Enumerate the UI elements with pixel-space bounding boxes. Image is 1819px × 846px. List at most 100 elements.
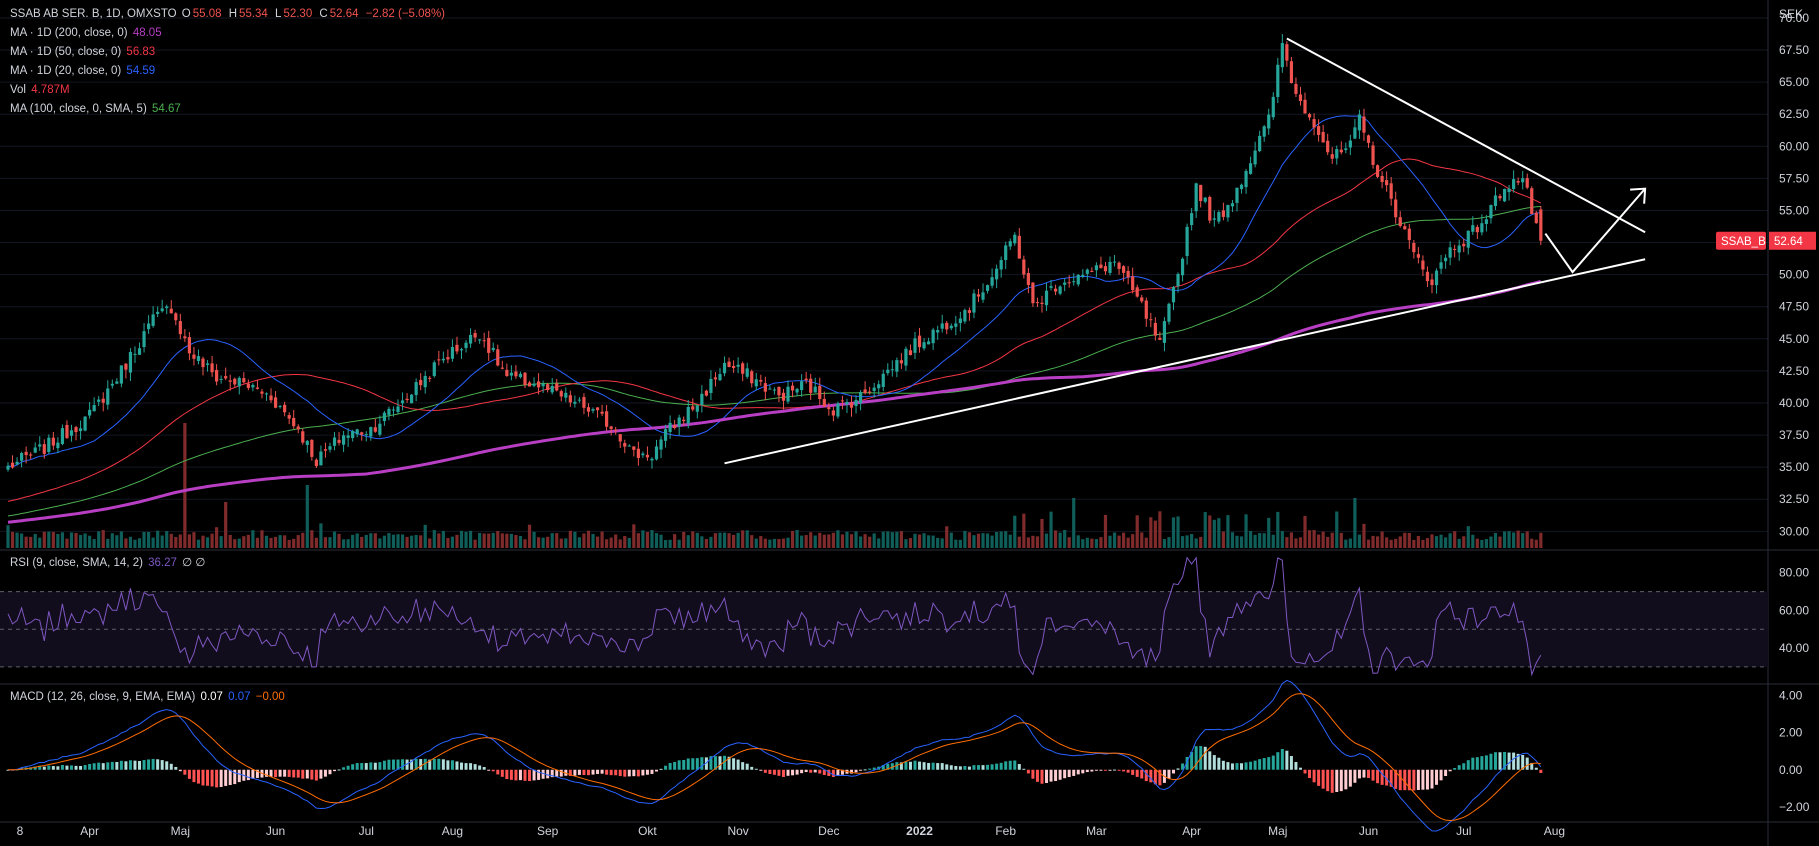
volume-bar — [1194, 538, 1198, 548]
candle-body — [949, 325, 953, 329]
macd-hist-bar — [1171, 769, 1175, 774]
legend-ma50: MA · 1D (50, close, 0) 56.83 — [10, 46, 156, 58]
volume-bar — [963, 530, 967, 548]
volume-bar — [1475, 538, 1479, 548]
volume-bar — [1122, 532, 1126, 548]
volume-bar — [1307, 530, 1312, 548]
candle-body — [1471, 225, 1475, 232]
volume-bar — [1416, 535, 1420, 548]
candle-body — [745, 368, 749, 377]
macd-hist-bar — [1017, 764, 1021, 770]
macd-hist-bar — [1448, 769, 1452, 772]
macd-hist-bar — [1076, 769, 1080, 775]
volume-bar — [641, 530, 645, 548]
macd-hist-bar — [1126, 769, 1130, 773]
macd-hist-bar — [854, 769, 858, 773]
candle-body — [1063, 282, 1067, 285]
candle-body — [618, 434, 622, 442]
volume-bar — [133, 539, 137, 548]
candle-body — [1385, 180, 1389, 186]
candle-body — [1493, 195, 1498, 206]
volume-bar — [1140, 532, 1144, 548]
candle-body — [827, 407, 831, 410]
macd-hist-bar — [482, 767, 486, 770]
candle-body — [378, 423, 382, 435]
volume-bar — [555, 533, 559, 548]
macd-hist-bar — [219, 769, 223, 787]
macd-hist-bar — [328, 769, 332, 775]
macd-hist-bar — [305, 769, 309, 779]
volume-bar — [582, 533, 586, 548]
macd-hist-bar — [577, 769, 581, 775]
candle-body — [518, 373, 523, 378]
volume-bar — [142, 531, 146, 548]
candle-body — [400, 400, 405, 404]
candle-body — [1253, 150, 1257, 165]
candle-body — [546, 384, 550, 391]
macd-hist-bar — [1298, 767, 1302, 770]
macd-hist-bar — [333, 769, 337, 772]
volume-bar — [800, 535, 804, 548]
macd-hist-bar — [582, 769, 586, 776]
candle-body — [165, 306, 169, 309]
macd-hist-bar — [1280, 748, 1284, 770]
candle-body — [550, 386, 554, 393]
macd-hist-bar — [1113, 769, 1117, 771]
candle-body — [269, 395, 273, 401]
price-change: −2.82 (−5.08%) — [365, 8, 445, 20]
volume-bar — [695, 532, 699, 548]
volume-bar — [464, 531, 468, 548]
time-tick-label: Mar — [1086, 824, 1107, 838]
candle-body — [1480, 223, 1484, 233]
volume-bar — [1135, 515, 1139, 548]
macd-hist-bar — [713, 756, 717, 770]
volume-bar — [1430, 534, 1434, 548]
volume-bar — [1362, 523, 1366, 548]
price-tick-label: 47.50 — [1779, 300, 1809, 314]
volume-bar — [795, 530, 799, 548]
volume-bar — [954, 539, 958, 548]
macd-hist-bar — [723, 755, 727, 770]
candle-body — [609, 426, 613, 430]
macd-hist-bar — [274, 769, 278, 778]
volume-bar — [351, 534, 355, 548]
volume-bar — [573, 531, 577, 548]
volume-bar — [314, 537, 318, 548]
candle-body — [1380, 175, 1384, 182]
candle-body — [305, 440, 309, 445]
candle-body — [1357, 114, 1362, 131]
candle-body — [668, 422, 672, 432]
candle-body — [1412, 243, 1416, 253]
volume-bar — [69, 532, 74, 548]
volume-bar — [341, 539, 346, 548]
candle-body — [215, 369, 219, 382]
volume-bar — [877, 538, 881, 548]
macd-hist-bar — [1512, 752, 1516, 770]
candle-body — [931, 329, 935, 344]
volume-bar — [174, 536, 178, 548]
candle-body — [473, 333, 477, 338]
volume-bar — [1063, 530, 1067, 548]
volume-bar — [10, 531, 15, 548]
volume-bar — [459, 530, 464, 548]
volume-bar — [1235, 535, 1239, 548]
volume-bar — [568, 530, 572, 548]
volume-bar — [713, 533, 718, 548]
volume-bar — [786, 537, 790, 548]
candle-body — [963, 310, 967, 322]
macd-hist-bar — [110, 761, 114, 770]
macd-hist-bar — [936, 763, 940, 770]
volume-bar — [1330, 532, 1334, 548]
volume-bar — [387, 533, 391, 548]
volume-bar — [732, 534, 736, 548]
volume-bar — [777, 539, 781, 548]
volume-bar — [745, 530, 749, 548]
macd-hist-bar — [949, 765, 953, 770]
macd-hist-bar — [1371, 769, 1375, 781]
volume-bar — [1294, 538, 1298, 548]
macd-hist-bar — [428, 759, 432, 770]
macd-hist-bar — [1303, 769, 1307, 774]
ma100-line — [7, 206, 1541, 517]
macd-hist-bar — [201, 769, 205, 786]
candle-body — [691, 406, 695, 410]
